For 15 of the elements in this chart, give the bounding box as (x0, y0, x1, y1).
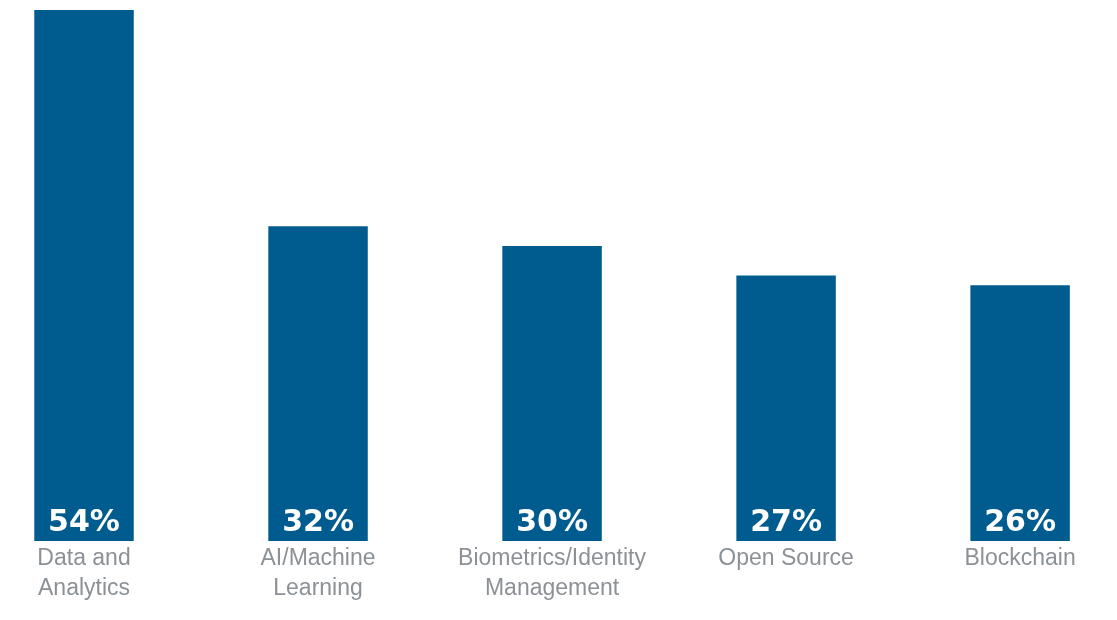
x-tick-label: Biometrics/Identity Management (458, 544, 647, 600)
x-tick-label: Blockchain (964, 544, 1076, 570)
bar (736, 275, 836, 541)
data-label: 27% (750, 503, 822, 538)
x-tick-label: Data and Analytics (37, 544, 131, 600)
bar (268, 226, 368, 541)
bar (970, 285, 1070, 541)
x-tick-label: Open Source (718, 544, 854, 570)
x-tick-label: AI/Machine Learning (260, 544, 376, 600)
bar (502, 246, 602, 541)
data-label: 30% (516, 503, 588, 538)
data-label: 26% (984, 503, 1057, 538)
data-label: 32% (282, 503, 354, 538)
bar (34, 10, 134, 541)
data-label: 54% (48, 503, 120, 538)
